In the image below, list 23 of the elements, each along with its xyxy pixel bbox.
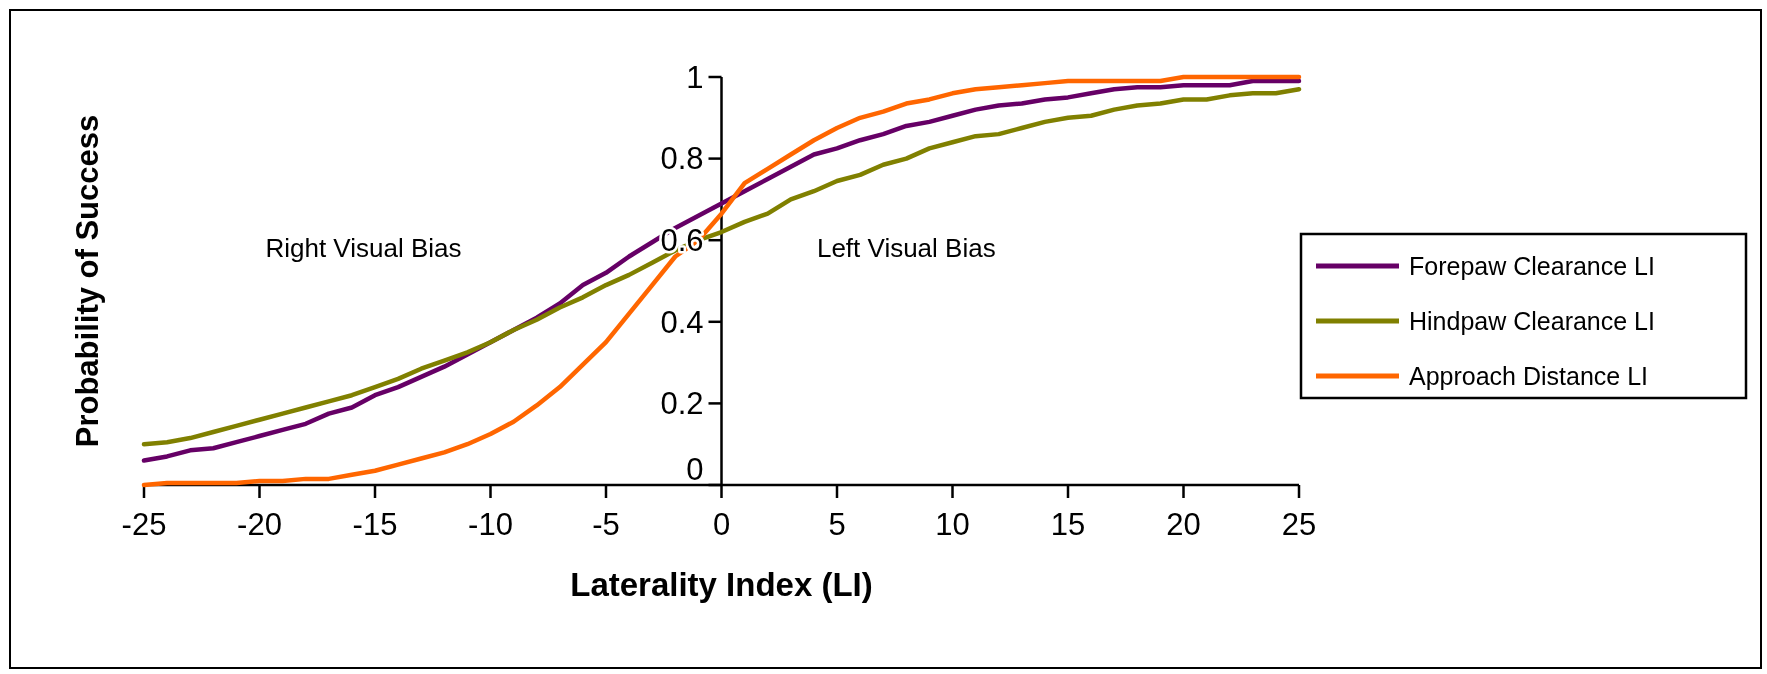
- x-axis-title: Laterality Index (LI): [570, 566, 873, 603]
- x-tick-label: 5: [828, 507, 846, 542]
- annotation: Left Visual Bias: [816, 232, 996, 263]
- legend-label: Hindpaw Clearance LI: [1409, 306, 1655, 335]
- x-tick-label: -25: [121, 507, 167, 542]
- annotation: Right Visual Bias: [265, 232, 462, 263]
- legend-label: Approach Distance LI: [1409, 361, 1649, 390]
- y-tick-label: 0: [686, 451, 704, 487]
- legend-label: Forepaw Clearance LI: [1409, 251, 1655, 280]
- x-tick-label: 0: [712, 507, 731, 542]
- x-tick-label: -20: [237, 507, 282, 542]
- x-tick-label: -15: [352, 507, 398, 542]
- x-tick-label: 25: [1281, 507, 1317, 542]
- y-tick-label: 0.8: [660, 141, 704, 177]
- x-tick-label: 10: [935, 507, 970, 542]
- y-tick-label: 0.4: [660, 304, 704, 340]
- y-tick-label: 1: [686, 59, 704, 95]
- x-tick-label: -5: [592, 507, 620, 542]
- x-tick-label: -10: [468, 507, 513, 542]
- x-tick-label: 15: [1050, 507, 1086, 542]
- x-tick-label: 20: [1166, 507, 1201, 542]
- y-tick-label: 0.2: [660, 386, 704, 422]
- y-axis-title: Probability of Success: [70, 114, 105, 448]
